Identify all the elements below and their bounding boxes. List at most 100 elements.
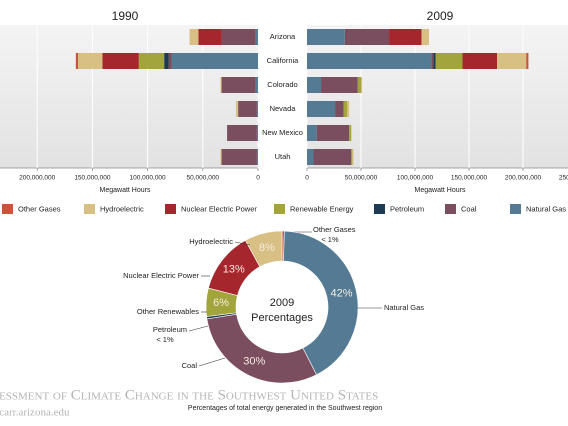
- bar-segment: [316, 125, 350, 141]
- bar-segment: [349, 125, 352, 141]
- bar-segment: [462, 53, 498, 69]
- legend-swatch: [445, 204, 456, 214]
- legend-label: Other Gases: [18, 204, 61, 213]
- bar-segment: [433, 53, 436, 69]
- plot-band: [0, 25, 258, 168]
- bar-segment: [321, 77, 358, 93]
- slice-name: Coal: [182, 361, 198, 370]
- slice-name: Natural Gas: [384, 303, 424, 312]
- x-tick-label: 200,000,000: [505, 175, 542, 182]
- footer-url: swcarr.arizona.edu: [0, 407, 70, 419]
- bar-segment: [220, 149, 222, 165]
- x-axis-label: Megawatt Hours: [100, 187, 151, 194]
- bar-segment: [389, 29, 422, 45]
- slice-value-label: 42%: [331, 288, 353, 300]
- bar-segment: [526, 53, 529, 69]
- bar-segment: [307, 101, 336, 117]
- category-label: Nevada: [270, 104, 297, 113]
- bar-segment: [75, 53, 79, 69]
- bar-segment: [307, 125, 317, 141]
- category-label: New Mexico: [262, 128, 303, 137]
- bar-segment: [307, 53, 432, 69]
- bar-segment: [164, 53, 169, 69]
- bar-segment: [256, 125, 258, 141]
- bar-segment: [421, 29, 430, 45]
- bar-segment: [335, 101, 344, 117]
- legend-label: Natural Gas: [526, 204, 566, 213]
- slice-value-label: < 1%: [321, 235, 339, 244]
- donut-title: 2009: [270, 297, 294, 309]
- x-tick-label: 250,000,000: [559, 175, 568, 182]
- slice-name: Petroleum: [153, 325, 187, 334]
- donut-subtitle: Percentages: [251, 312, 313, 324]
- bar-segment: [168, 53, 172, 69]
- bar-segment: [431, 53, 434, 69]
- leader-line: [234, 241, 251, 246]
- bar-segment: [78, 53, 103, 69]
- bar-segment: [361, 77, 363, 93]
- x-tick-label: 150,000,000: [451, 175, 488, 182]
- footer-title: Assessment of Climate Change in the Sout…: [0, 387, 378, 403]
- slice-value-label: 13%: [223, 264, 245, 276]
- legend-swatch: [2, 204, 13, 214]
- caption: Percentages of total energy generated in…: [188, 405, 382, 412]
- bar-segment: [171, 53, 258, 69]
- bar-segment: [307, 77, 322, 93]
- bar-segment: [220, 77, 222, 93]
- legend-swatch: [274, 204, 285, 214]
- legend-label: Hydroelectric: [100, 204, 144, 213]
- category-label: Arizona: [270, 32, 296, 41]
- plot-band: [307, 25, 568, 168]
- bar-segment: [313, 149, 352, 165]
- slice-value-label: 6%: [213, 297, 229, 309]
- bar-segment: [307, 29, 345, 45]
- x-tick-label: 100,000,000: [397, 175, 434, 182]
- bar-segment: [221, 29, 256, 45]
- x-tick-label: 150,000,000: [74, 175, 111, 182]
- donut-slice: [244, 230, 283, 268]
- legend-label: Coal: [461, 204, 477, 213]
- legend-label: Petroleum: [390, 204, 424, 213]
- category-label: California: [267, 56, 300, 65]
- bar-segment: [221, 77, 256, 93]
- legend-swatch: [84, 204, 95, 214]
- bar-segment: [255, 29, 258, 45]
- x-tick-label: 200,000,000: [19, 175, 56, 182]
- x-tick-label: 50,000,000: [345, 175, 378, 182]
- legend-swatch: [165, 204, 176, 214]
- legend-swatch: [510, 204, 521, 214]
- legend-label: Nuclear Electric Power: [181, 204, 257, 213]
- bar-segment: [235, 101, 239, 117]
- bar-segment: [221, 149, 257, 165]
- bar-segment: [351, 149, 353, 165]
- bar-segment: [256, 101, 258, 117]
- legend-swatch: [374, 204, 385, 214]
- slice-name: Other Renewables: [137, 307, 199, 316]
- legend-label: Renewable Energy: [290, 204, 354, 213]
- x-tick-label: 0: [305, 175, 309, 182]
- slice-value-label: < 1%: [156, 335, 174, 344]
- donut-slice: [206, 313, 317, 384]
- bar-segment: [255, 77, 258, 93]
- bar-segment: [238, 101, 257, 117]
- bar-segment: [435, 53, 463, 69]
- x-tick-label: 50,000,000: [187, 175, 220, 182]
- donut-slice: [283, 230, 359, 376]
- bar-segment: [307, 149, 314, 165]
- leader-line: [188, 325, 209, 332]
- slice-value-label: 30%: [243, 355, 265, 367]
- category-label: Colorado: [267, 80, 297, 89]
- bar-segment: [256, 149, 258, 165]
- bar-segment: [344, 29, 390, 45]
- bar-segment: [138, 53, 165, 69]
- bar-segment: [189, 29, 199, 45]
- category-panel: [258, 25, 307, 168]
- bar-segment: [227, 125, 257, 141]
- x-tick-label: 100,000,000: [130, 175, 167, 182]
- leader-line: [198, 357, 226, 367]
- slice-name: Other Gases: [313, 225, 356, 234]
- panel-title: 2009: [427, 9, 454, 23]
- bar-segment: [497, 53, 527, 69]
